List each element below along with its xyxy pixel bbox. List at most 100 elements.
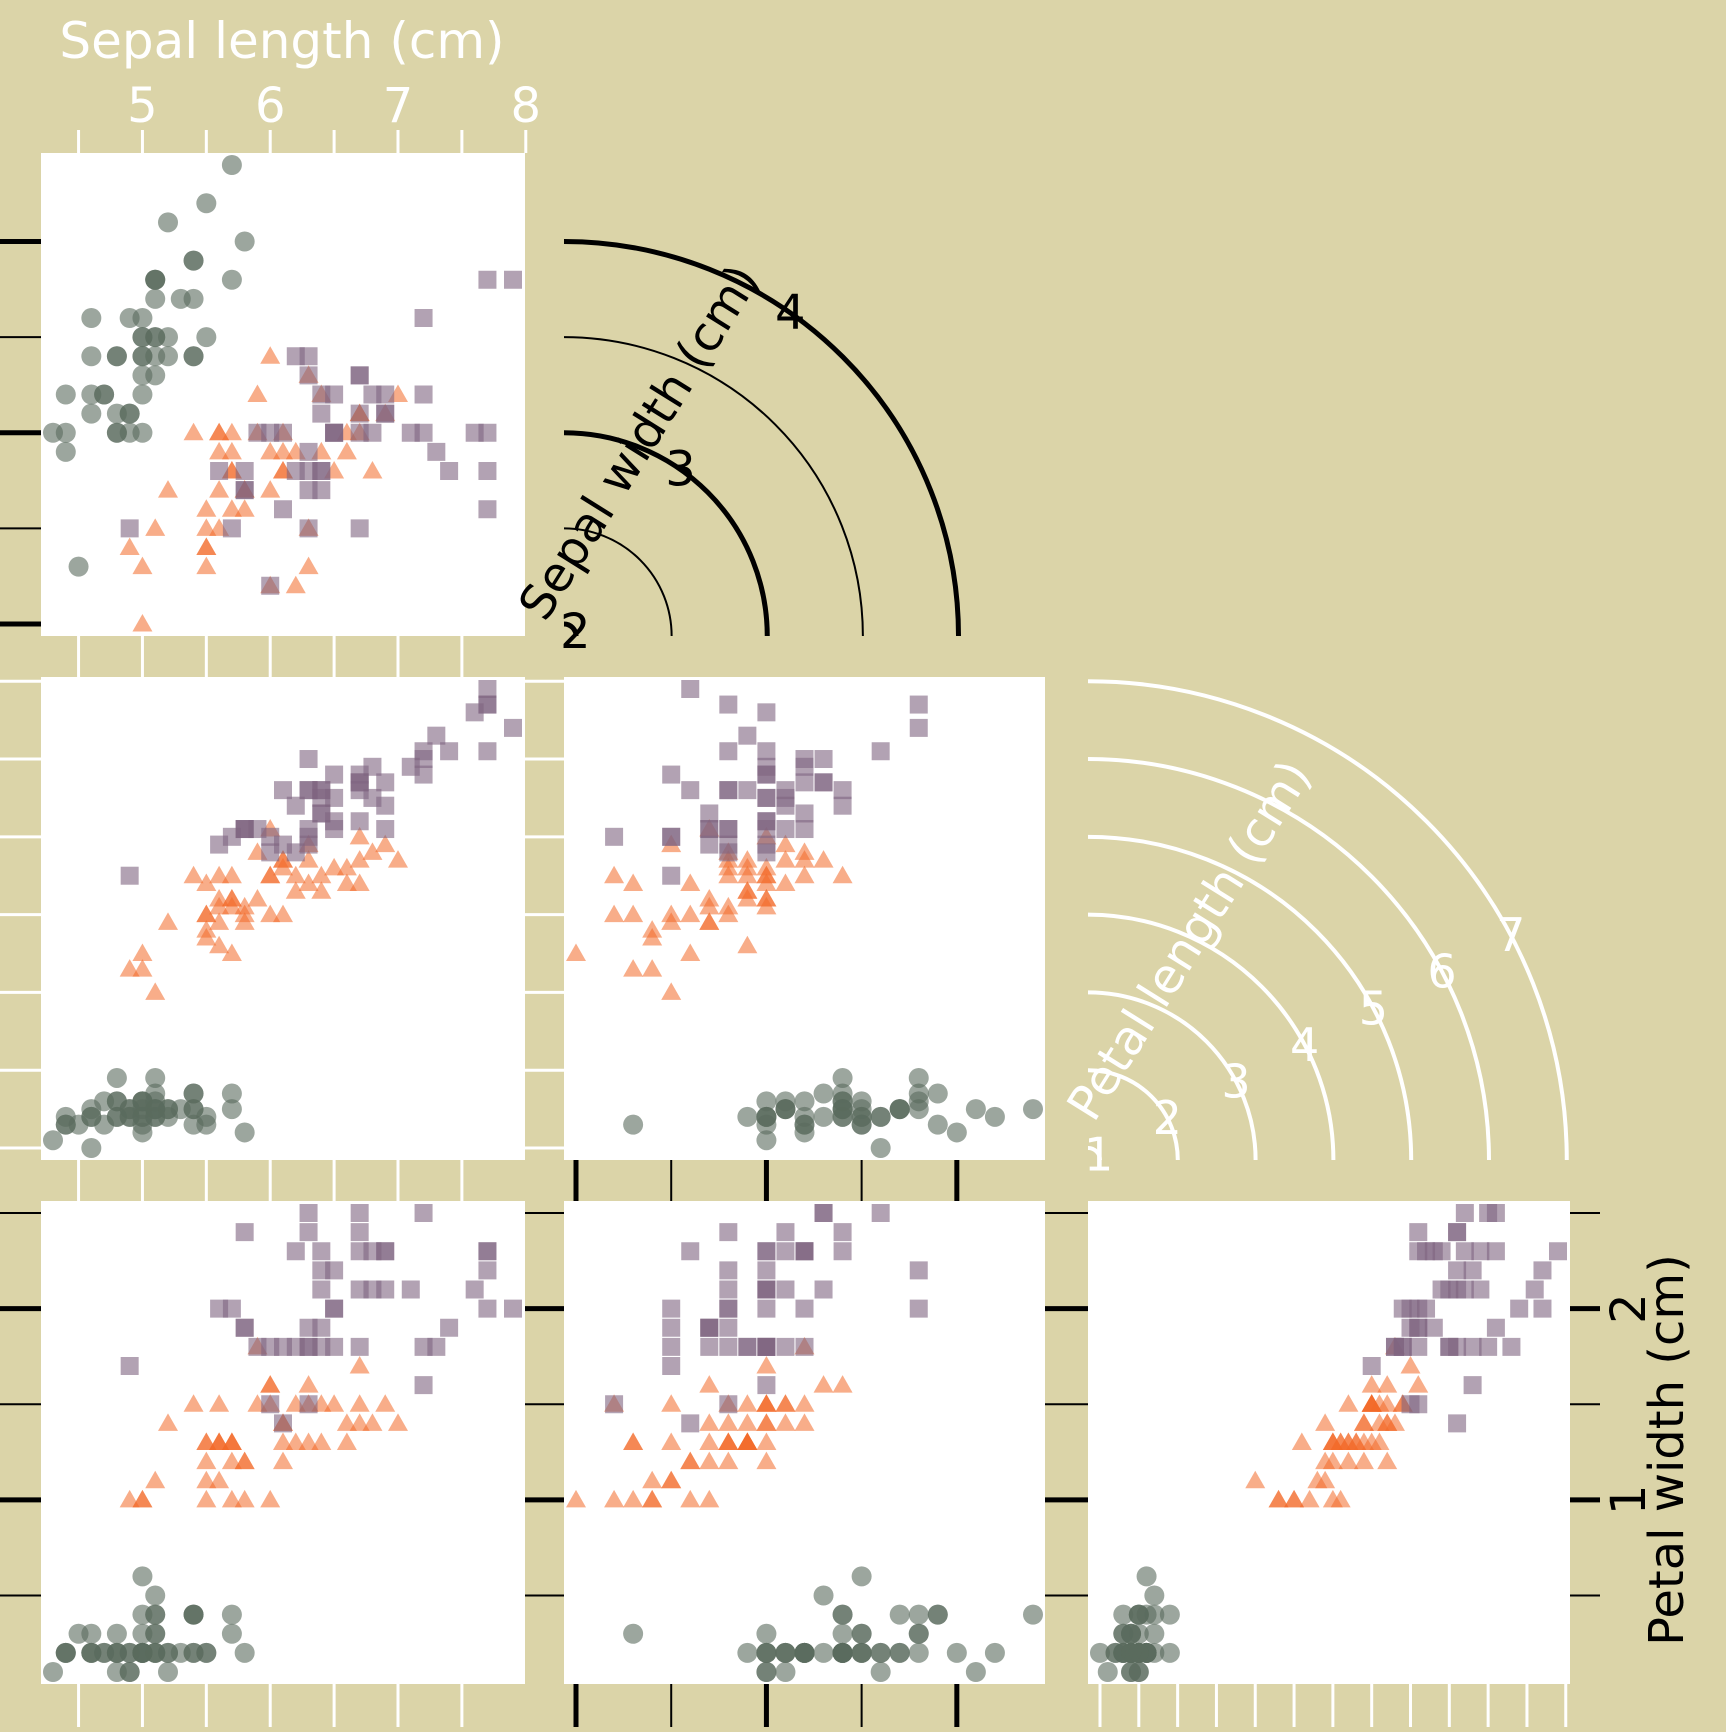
point-circle	[1144, 1623, 1165, 1644]
point-triangle	[336, 441, 357, 460]
tick-label-sw-2: 2	[560, 604, 591, 660]
point-square	[261, 576, 280, 595]
point-circle	[170, 1099, 191, 1120]
point-circle	[775, 1662, 796, 1682]
point-triangle	[196, 556, 217, 575]
point-square	[662, 866, 681, 885]
point-square	[325, 1299, 344, 1318]
point-triangle	[1361, 1394, 1382, 1412]
point-square	[757, 1376, 776, 1395]
point-triangle	[273, 1432, 293, 1450]
point-triangle	[260, 1489, 281, 1508]
tick-label-pl-3: 3	[1221, 1054, 1250, 1108]
point-triangle	[756, 1432, 777, 1450]
point-triangle	[794, 1394, 815, 1412]
point-triangle	[718, 1432, 739, 1450]
point-circle	[132, 1566, 153, 1587]
tick-label-pl-2: 2	[1153, 1091, 1182, 1145]
point-square	[440, 462, 459, 480]
point-circle	[775, 1642, 796, 1663]
point-circle	[196, 1114, 217, 1135]
point-circle	[1128, 1604, 1149, 1625]
point-circle	[756, 1130, 777, 1151]
tick-label-pl-4: 4	[1290, 1018, 1319, 1072]
point-triangle	[349, 1413, 370, 1431]
point-triangle	[1322, 1451, 1343, 1470]
point-circle	[794, 1091, 815, 1112]
point-square	[1401, 1318, 1420, 1337]
point-square	[833, 781, 852, 800]
point-square	[909, 695, 928, 714]
point-triangle	[718, 1413, 739, 1431]
point-triangle	[260, 1375, 281, 1393]
point-square	[776, 796, 795, 815]
point-circle	[908, 1604, 929, 1625]
point-square	[299, 1395, 318, 1414]
point-triangle	[196, 518, 217, 536]
point-triangle	[699, 1375, 720, 1393]
arc-gridline	[1087, 757, 1491, 1161]
point-circle	[132, 365, 153, 386]
point-square	[299, 1223, 318, 1242]
point-triangle	[209, 889, 230, 907]
arc-gridline	[1087, 1068, 1180, 1161]
point-square	[504, 1299, 522, 1318]
point-circle	[145, 269, 166, 290]
point-triangle	[209, 1470, 230, 1489]
point-triangle	[1369, 1413, 1390, 1431]
point-triangle	[132, 1489, 153, 1508]
point-square	[414, 423, 433, 442]
point-triangle	[604, 865, 625, 884]
point-triangle	[1307, 1470, 1328, 1489]
panel-pl-vs-pw	[1088, 1201, 1570, 1684]
point-square	[401, 1280, 420, 1299]
point-triangle	[260, 441, 281, 460]
point-triangle	[311, 1432, 332, 1450]
point-triangle	[661, 1470, 682, 1489]
point-square	[376, 773, 395, 792]
point-triangle	[718, 865, 739, 884]
point-triangle	[311, 881, 332, 899]
point-square	[605, 1395, 624, 1414]
point-square	[350, 1204, 369, 1222]
panel-grid-lines	[0, 130, 1600, 1727]
point-triangle	[209, 422, 230, 441]
point-triangle	[642, 1470, 663, 1489]
point-circle	[1121, 1662, 1142, 1682]
point-circle	[183, 1604, 204, 1625]
point-square	[248, 423, 267, 442]
point-circle	[756, 1106, 777, 1127]
point-circle	[234, 231, 255, 252]
point-square	[350, 1280, 369, 1299]
point-triangle	[196, 537, 217, 555]
point-circle	[870, 1662, 891, 1682]
point-triangle	[260, 346, 281, 364]
point-square	[1440, 1337, 1459, 1356]
point-square	[363, 385, 382, 404]
point-square	[1471, 1242, 1490, 1261]
point-triangle	[209, 441, 230, 460]
point-triangle	[298, 873, 319, 891]
point-square	[700, 835, 719, 854]
point-triangle	[661, 1394, 682, 1412]
point-square	[909, 1261, 928, 1280]
point-square	[1448, 1223, 1467, 1242]
point-square	[299, 481, 318, 500]
point-triangle	[642, 959, 663, 977]
point-square	[776, 1280, 795, 1299]
point-square	[414, 309, 433, 327]
point-triangle	[775, 850, 796, 868]
point-square	[120, 866, 139, 885]
point-triangle	[1400, 1356, 1421, 1374]
point-square	[440, 1318, 459, 1337]
point-circle	[132, 422, 153, 443]
point-circle	[1136, 1566, 1157, 1587]
point-square	[738, 726, 757, 745]
point-triangle	[604, 1489, 625, 1508]
point-triangle	[132, 614, 153, 632]
point-square	[605, 827, 624, 846]
point-circle	[813, 1642, 834, 1663]
panels	[41, 153, 1570, 1684]
point-triangle	[642, 927, 663, 946]
point-circle	[55, 1642, 76, 1663]
